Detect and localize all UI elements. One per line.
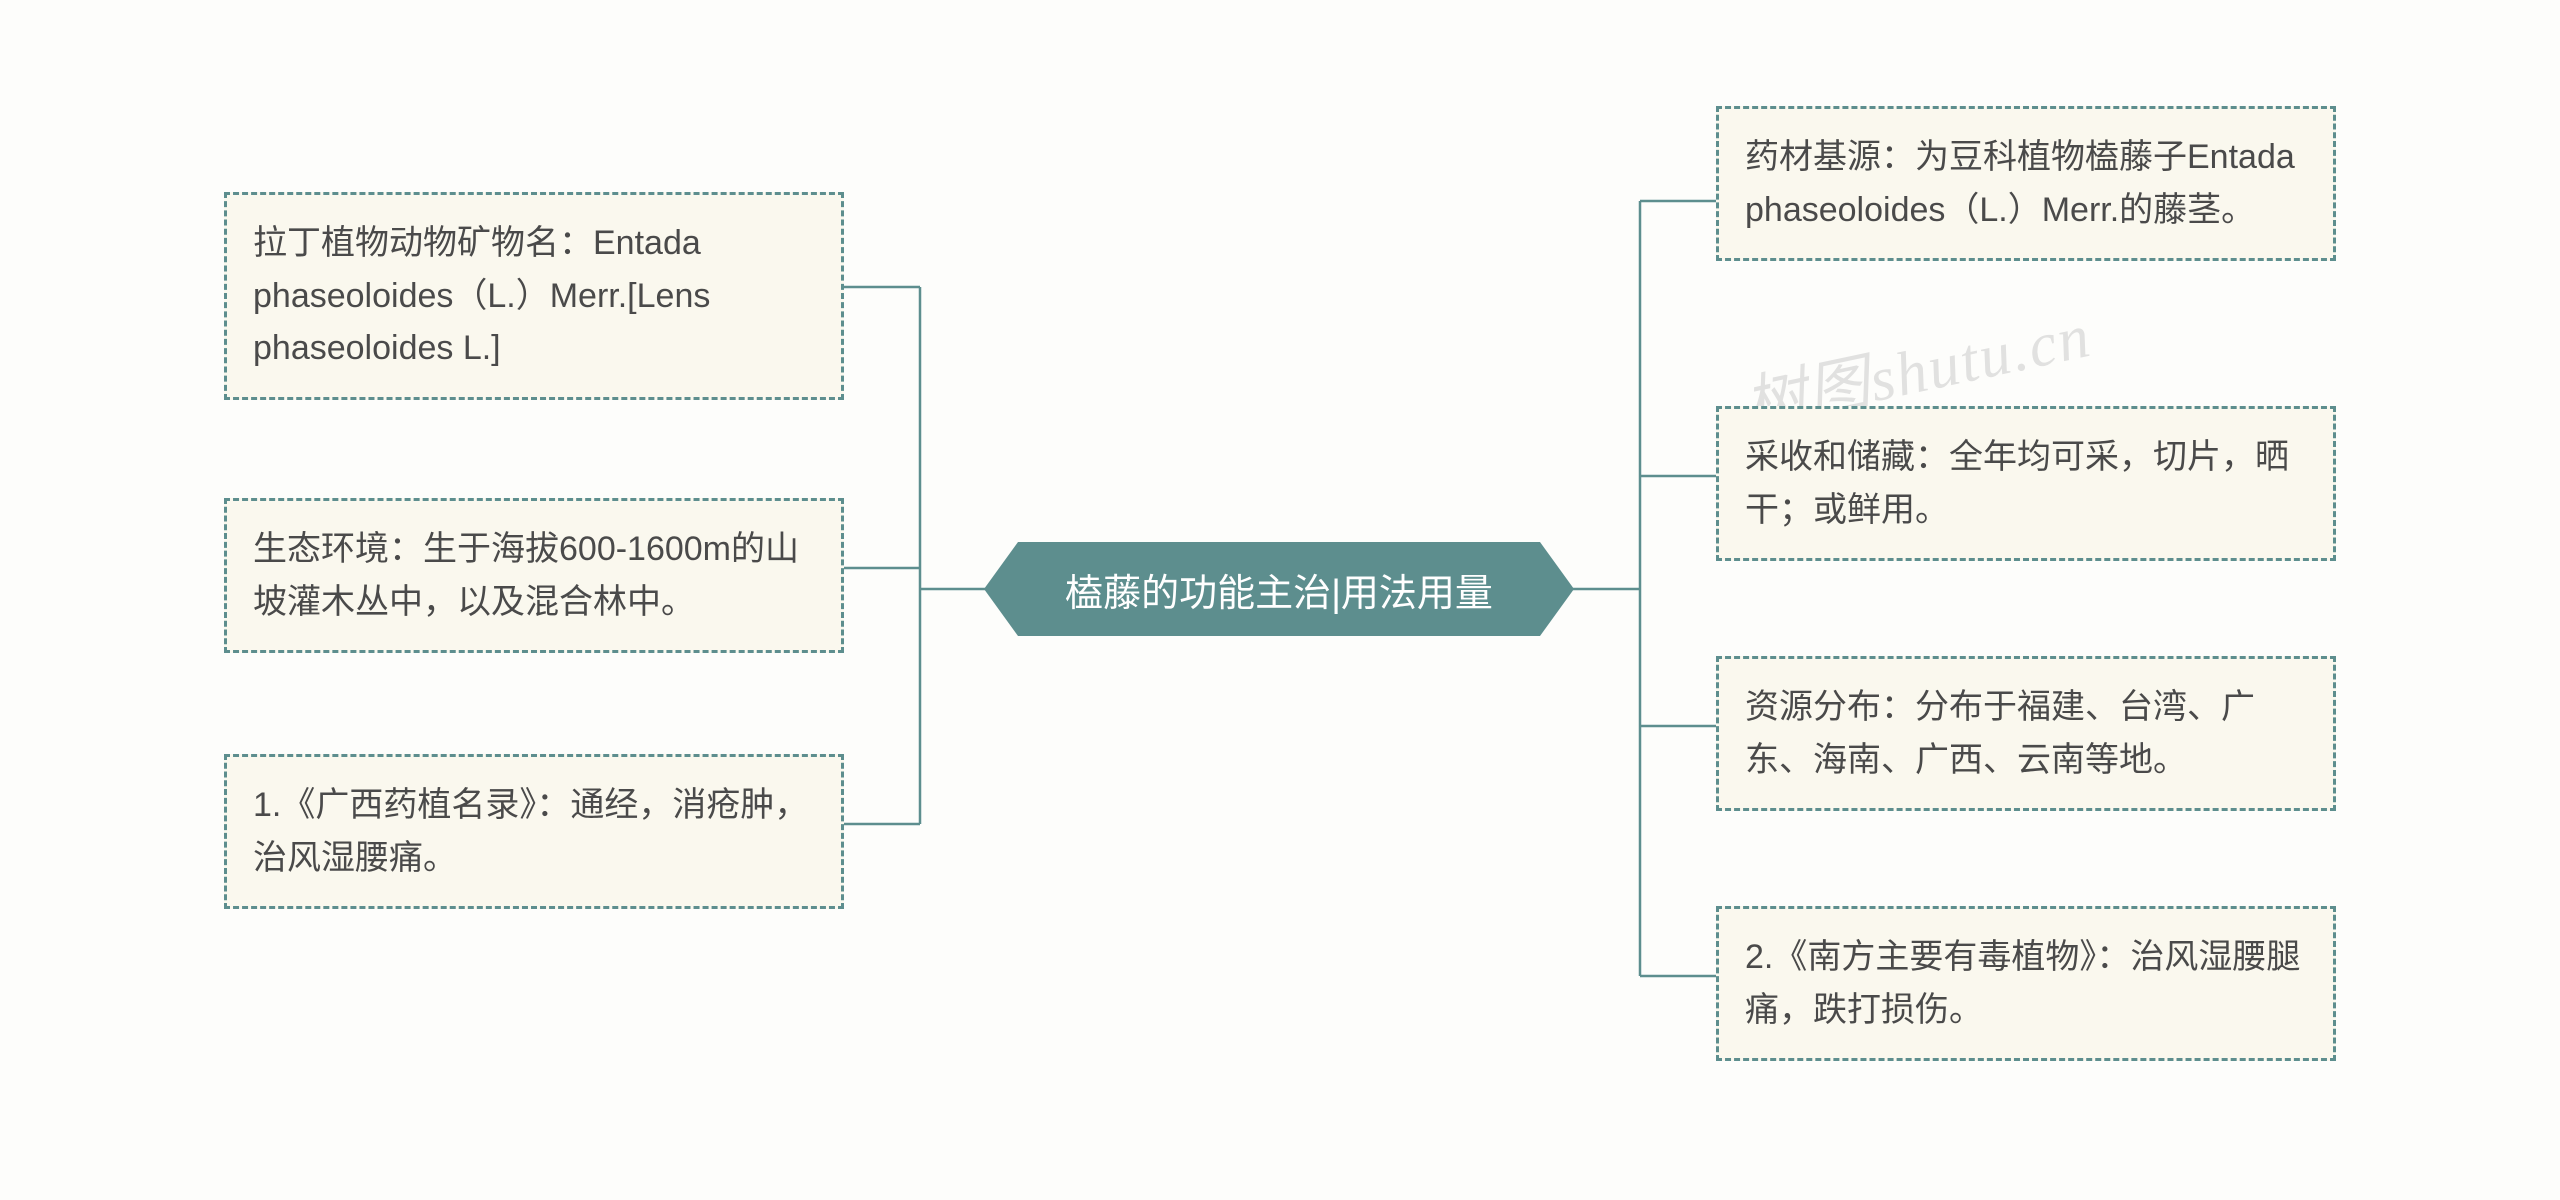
center-node[interactable]: 榼藤的功能主治|用法用量 (984, 542, 1574, 636)
leaf-right-4[interactable]: 2.《南方主要有毒植物》：治风湿腰腿痛，跌打损伤。 (1716, 906, 2336, 1061)
leaf-text: 资源分布：分布于福建、台湾、广东、海南、广西、云南等地。 (1745, 688, 2255, 779)
leaf-text: 采收和储藏：全年均可采，切片，晒干；或鲜用。 (1745, 438, 2289, 529)
leaf-right-3[interactable]: 资源分布：分布于福建、台湾、广东、海南、广西、云南等地。 (1716, 656, 2336, 811)
leaf-text: 药材基源：为豆科植物榼藤子Entada phaseoloides（L.）Merr… (1745, 138, 2295, 229)
leaf-left-3[interactable]: 1.《广西药植名录》：通经，消疮肿，治风湿腰痛。 (224, 754, 844, 909)
leaf-right-2[interactable]: 采收和储藏：全年均可采，切片，晒干；或鲜用。 (1716, 406, 2336, 561)
leaf-left-2[interactable]: 生态环境：生于海拔600-1600m的山坡灌木丛中，以及混合林中。 (224, 498, 844, 653)
leaf-text: 1.《广西药植名录》：通经，消疮肿，治风湿腰痛。 (253, 786, 808, 877)
leaf-text: 2.《南方主要有毒植物》：治风湿腰腿痛，跌打损伤。 (1745, 938, 2300, 1029)
center-node-label: 榼藤的功能主治|用法用量 (1065, 562, 1493, 617)
leaf-text: 拉丁植物动物矿物名：Entada phaseoloides（L.）Merr.[L… (253, 224, 710, 367)
leaf-text: 生态环境：生于海拔600-1600m的山坡灌木丛中，以及混合林中。 (253, 530, 799, 621)
leaf-left-1[interactable]: 拉丁植物动物矿物名：Entada phaseoloides（L.）Merr.[L… (224, 192, 844, 400)
leaf-right-1[interactable]: 药材基源：为豆科植物榼藤子Entada phaseoloides（L.）Merr… (1716, 106, 2336, 261)
mindmap-canvas: shutu.cn 树图shutu.cn 榼藤的功能主治|用法用量 拉丁植物动物矿… (0, 0, 2560, 1200)
